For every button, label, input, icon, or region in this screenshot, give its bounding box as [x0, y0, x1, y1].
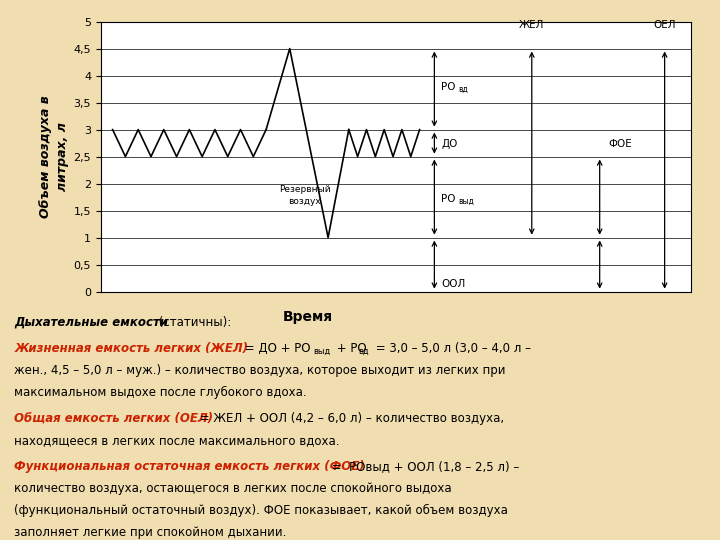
Text: количество воздуха, остающегося в легких после спокойного выдоха: количество воздуха, остающегося в легких…	[14, 482, 452, 495]
Text: ДО: ДО	[441, 139, 458, 148]
Text: = ЖЕЛ + ООЛ (4,2 – 6,0 л) – количество воздуха,: = ЖЕЛ + ООЛ (4,2 – 6,0 л) – количество в…	[196, 412, 504, 425]
Text: + РО: + РО	[333, 342, 367, 355]
Text: ФОЕ: ФОЕ	[608, 139, 632, 148]
Text: (функциональный остаточный воздух). ФОЕ показывает, какой объем воздуха: (функциональный остаточный воздух). ФОЕ …	[14, 504, 508, 517]
Text: (статичны):: (статичны):	[155, 316, 231, 329]
Text: ОЕЛ: ОЕЛ	[653, 20, 676, 30]
Text: ООЛ: ООЛ	[441, 279, 466, 289]
Text: вд: вд	[458, 85, 468, 94]
Text: жен., 4,5 – 5,0 л – муж.) – количество воздуха, которое выходит из легких при: жен., 4,5 – 5,0 л – муж.) – количество в…	[14, 364, 506, 377]
Text: Функциональная остаточная емкость легких (ФОЕ): Функциональная остаточная емкость легких…	[14, 460, 365, 472]
Text: = 3,0 – 5,0 л (3,0 – 4,0 л –: = 3,0 – 5,0 л (3,0 – 4,0 л –	[372, 342, 531, 355]
Text: РО: РО	[441, 83, 456, 92]
Text: находящееся в легких после максимального вдоха.: находящееся в легких после максимального…	[14, 434, 340, 447]
Text: максимальном выдохе после глубокого вдоха.: максимальном выдохе после глубокого вдох…	[14, 386, 307, 399]
Text: = ДО + РО: = ДО + РО	[241, 342, 311, 355]
Text: Дыхательные емкости: Дыхательные емкости	[14, 316, 168, 329]
Text: Резервный
воздух: Резервный воздух	[279, 185, 330, 206]
Text: РО: РО	[441, 194, 456, 204]
Text: выд: выд	[458, 197, 474, 205]
Text: вд: вд	[359, 347, 369, 356]
Text: =  РОвыд + ООЛ (1,8 – 2,5 л) –: = РОвыд + ООЛ (1,8 – 2,5 л) –	[328, 460, 519, 472]
Y-axis label: Объем воздуха в
литрах, л: Объем воздуха в литрах, л	[40, 95, 69, 218]
Text: Время: Время	[282, 310, 333, 325]
Text: заполняет легкие при спокойном дыхании.: заполняет легкие при спокойном дыхании.	[14, 526, 287, 539]
Text: Общая емкость легких (ОЕЛ): Общая емкость легких (ОЕЛ)	[14, 412, 213, 425]
Text: Жизненная емкость легких (ЖЕЛ): Жизненная емкость легких (ЖЕЛ)	[14, 342, 248, 355]
Text: выд: выд	[313, 347, 330, 356]
Text: ЖЕЛ: ЖЕЛ	[519, 20, 544, 30]
